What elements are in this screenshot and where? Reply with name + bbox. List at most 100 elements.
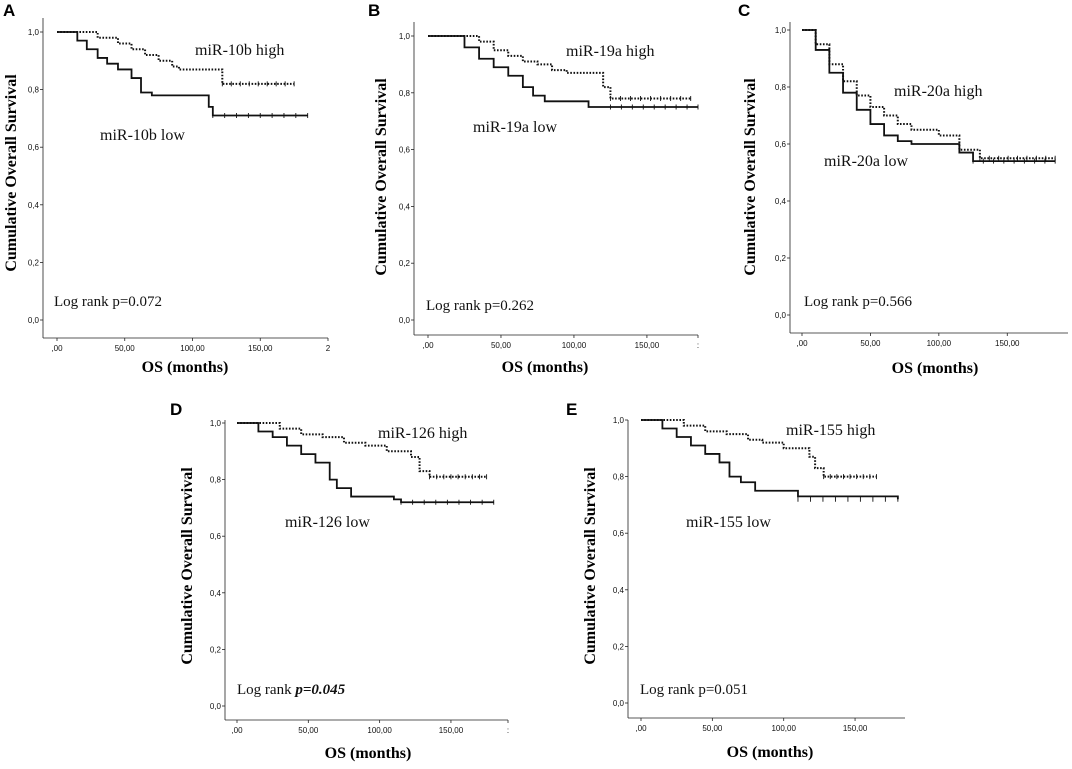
panel-label: E [566,400,577,419]
x-tick-label: ,00 [231,726,243,735]
y-tick-label: 0,6 [613,529,625,538]
x-tick-label: ,00 [635,724,647,733]
x-tick-label: 150,00 [843,724,868,733]
x-tick-label: 50,00 [860,339,881,348]
y-tick-label: 0,2 [210,645,222,654]
x-tick-label: : [507,726,509,735]
y-axis-title: Cumulative Overall Survival [3,74,20,272]
y-tick-label: 0,0 [775,311,787,320]
log-rank-annotation: Log rank p=0.051 [640,682,748,698]
y-tick-label: 0,4 [28,201,40,210]
log-rank-annotation: Log rank p=0.045 [237,682,346,698]
y-tick-label: 0,2 [399,259,411,268]
panel-e: E ,00 50,00 100,00 150,00 0,0 0,2 0,4 0,6 0,8 1,… [566,400,905,761]
panel-label: C [738,1,750,20]
panel-label: A [3,1,15,20]
survival-curve-low [641,419,899,500]
log-rank-annotation: Log rank p=0.566 [804,294,913,310]
y-axis-title: Cumulative Overall Survival [582,467,599,665]
y-tick-label: 0,8 [399,89,411,98]
survival-curve-low [802,29,1056,162]
survival-curve-high [237,422,487,478]
x-tick-label: ,00 [422,341,434,350]
series-label-low: miR-20a low [824,153,908,170]
panel-a: A ,00 50,00 100,00 150,00 2 0,0 0,2 0,4 0,6 0,8 1… [3,1,331,376]
y-tick-label: 0,0 [28,316,40,325]
x-axis-title: OS (months) [325,745,412,762]
series-label-high: miR-10b high [195,42,284,59]
x-tick-label: 2 [326,344,331,353]
y-tick-label: 1,0 [775,26,787,35]
x-axis-title: OS (months) [142,359,229,376]
panel-label: B [368,1,380,20]
y-tick-label: 0,6 [775,140,787,149]
y-tick-label: 1,0 [399,32,411,41]
panel-b: B ,00 50,00 100,00 150,00: 0,0 0,2 0,4 0,6 0,8 1… [368,1,699,376]
y-tick-label: 1,0 [613,416,625,425]
y-tick-label: 0,4 [613,586,625,595]
series-label-low: miR-19a low [473,119,557,136]
x-tick-label: 150,00 [248,344,273,353]
survival-curve-high [641,419,877,478]
y-tick-label: 0,8 [210,476,222,485]
series-label-low: miR-126 low [285,514,370,531]
x-tick-label: 150,00 [439,726,464,735]
panel-d: D ,00 50,00 100,00 150,00: 0,0 0,2 0,4 0,6 0,8 1… [170,400,509,762]
y-tick-label: 0,0 [613,699,625,708]
y-tick-label: 0,8 [775,83,787,92]
y-axis-title: Cumulative Overall Survival [179,467,196,665]
series-label-low: miR-10b low [100,127,185,144]
y-axis-title: Cumulative Overall Survival [373,78,390,276]
y-axis-title: Cumulative Overall Survival [742,78,759,276]
survival-curve-low [237,422,494,504]
series-label-high: miR-126 high [378,425,467,442]
log-rank-p-value: p=0.045 [293,682,345,698]
log-rank-annotation: Log rank p=0.262 [426,298,534,314]
x-tick-label: 100,00 [180,344,205,353]
x-axis-title: OS (months) [502,359,589,376]
y-tick-label: 1,0 [28,28,40,37]
y-tick-label: 1,0 [210,419,222,428]
x-tick-label: 50,00 [491,341,512,350]
log-rank-prefix: Log rank [237,682,292,698]
x-tick-label: 50,00 [702,724,723,733]
y-tick-label: 0,0 [210,702,222,711]
x-tick-label: 150,00 [995,339,1020,348]
survival-curve-low [428,35,698,108]
x-tick-label: 100,00 [771,724,796,733]
x-tick-label: 100,00 [367,726,392,735]
y-tick-label: 0,2 [775,254,787,263]
survival-curve-high [428,35,691,100]
x-axis-title: OS (months) [892,360,979,377]
x-tick-label: ,00 [51,344,63,353]
panel-label: D [170,400,182,419]
x-tick-label: ,00 [796,339,808,348]
x-tick-label: : [697,341,699,350]
x-axis-title: OS (months) [727,744,814,761]
x-tick-label: 50,00 [115,344,136,353]
y-tick-label: 0,4 [775,197,787,206]
panel-c: C ,00 50,00 100,00 150,00 0,0 0,2 0,4 0,6 0,8 1,… [738,1,1068,377]
series-label-low: miR-155 low [686,514,771,531]
y-tick-label: 0,0 [399,316,411,325]
survival-curve-low [57,31,308,117]
x-tick-label: 50,00 [298,726,319,735]
survival-curve-high [57,31,295,85]
y-tick-label: 0,4 [210,589,222,598]
y-tick-label: 0,6 [210,532,222,541]
y-tick-label: 0,6 [28,143,40,152]
y-tick-label: 0,4 [399,202,411,211]
x-tick-label: 100,00 [562,341,587,350]
y-tick-label: 0,8 [28,86,40,95]
log-rank-annotation: Log rank p=0.072 [54,294,162,310]
x-tick-label: 100,00 [927,339,952,348]
y-tick-label: 0,2 [28,258,40,267]
y-tick-label: 0,8 [613,473,625,482]
series-label-high: miR-155 high [786,422,875,439]
series-label-high: miR-19a high [566,43,654,60]
x-tick-label: 150,00 [635,341,660,350]
y-tick-label: 0,6 [399,146,411,155]
series-label-high: miR-20a high [894,83,982,100]
y-tick-label: 0,2 [613,642,625,651]
